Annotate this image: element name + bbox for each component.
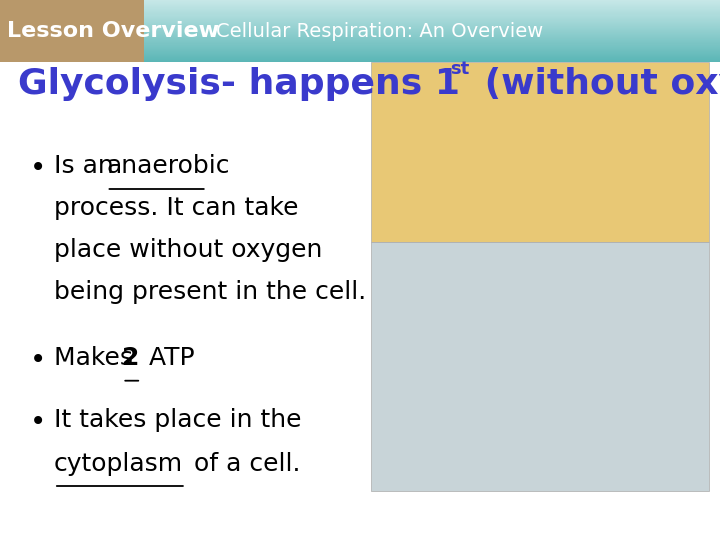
- Bar: [0, 10, 720, 11]
- Bar: [0, 32, 720, 33]
- Text: of a cell.: of a cell.: [186, 452, 300, 476]
- Bar: [371, 242, 709, 491]
- Bar: [0, 50, 720, 51]
- Bar: [0, 29, 720, 30]
- Bar: [0, 6, 720, 7]
- Bar: [0, 56, 720, 57]
- Bar: [371, 62, 709, 242]
- Bar: [0, 33, 720, 34]
- Bar: [0, 49, 720, 50]
- Text: Cellular Respiration: An Overview: Cellular Respiration: An Overview: [216, 22, 544, 40]
- Bar: [0, 18, 720, 19]
- Text: 2: 2: [122, 346, 140, 369]
- Text: Glycolysis- happens 1: Glycolysis- happens 1: [18, 67, 460, 100]
- Bar: [0, 31, 720, 32]
- Bar: [0, 27, 720, 28]
- Bar: [0, 43, 720, 44]
- Bar: [0, 28, 720, 29]
- Bar: [0, 35, 720, 36]
- Bar: [0, 4, 720, 5]
- Bar: [0, 60, 720, 61]
- Text: Is an: Is an: [54, 154, 122, 178]
- Bar: [0, 53, 720, 54]
- Text: (without oxygen).: (without oxygen).: [472, 67, 720, 100]
- Text: •: •: [30, 408, 47, 436]
- Text: It takes place in the: It takes place in the: [54, 408, 302, 431]
- Bar: [0, 44, 720, 45]
- Bar: [0, 16, 720, 17]
- Text: ATP: ATP: [141, 346, 194, 369]
- Bar: [0, 37, 720, 38]
- Bar: [0, 51, 720, 52]
- Bar: [0, 11, 720, 12]
- Bar: [0, 26, 720, 27]
- Bar: [0, 7, 720, 8]
- Bar: [0, 24, 720, 25]
- Bar: [0, 55, 720, 56]
- Bar: [0, 45, 720, 46]
- Bar: [0, 17, 720, 18]
- Text: process. It can take: process. It can take: [54, 196, 299, 220]
- Bar: [0, 15, 720, 16]
- Bar: [0, 48, 720, 49]
- Bar: [0, 57, 720, 58]
- Bar: [0, 46, 720, 48]
- Text: cytoplasm: cytoplasm: [54, 452, 183, 476]
- Bar: [0, 61, 720, 62]
- Bar: [0, 3, 720, 4]
- Bar: [0, 23, 720, 24]
- Bar: [0, 34, 720, 35]
- Text: •: •: [30, 346, 47, 374]
- Bar: [0, 52, 720, 53]
- Text: Lesson Overview: Lesson Overview: [7, 21, 220, 41]
- Bar: [0, 0, 720, 1]
- Bar: [0, 40, 720, 42]
- Bar: [0, 38, 720, 39]
- Bar: [0, 30, 720, 31]
- Bar: [0, 14, 720, 15]
- Text: Makes: Makes: [54, 346, 141, 369]
- Text: place without oxygen: place without oxygen: [54, 238, 323, 262]
- Text: anaerobic: anaerobic: [107, 154, 230, 178]
- Bar: [0, 25, 720, 26]
- Bar: [0, 1, 720, 2]
- Text: st: st: [450, 60, 469, 78]
- Bar: [0, 36, 720, 37]
- Bar: [0, 8, 720, 9]
- Bar: [0, 59, 720, 60]
- Bar: [0, 0, 144, 62]
- Bar: [0, 39, 720, 40]
- Bar: [0, 9, 720, 10]
- Text: being present in the cell.: being present in the cell.: [54, 280, 366, 304]
- Bar: [0, 58, 720, 59]
- Bar: [0, 22, 720, 23]
- Bar: [0, 54, 720, 55]
- Text: •: •: [30, 154, 47, 182]
- Bar: [0, 2, 720, 3]
- Bar: [0, 19, 720, 21]
- Bar: [0, 5, 720, 6]
- Bar: [0, 43, 720, 44]
- Bar: [0, 42, 720, 43]
- Bar: [0, 12, 720, 14]
- Bar: [0, 21, 720, 22]
